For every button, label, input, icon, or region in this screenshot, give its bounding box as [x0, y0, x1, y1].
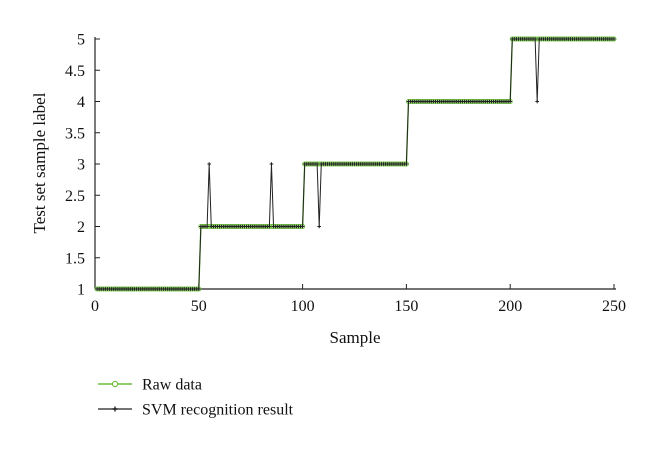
legend-raw-swatch-marker	[111, 380, 119, 388]
y-tick-label: 1.5	[65, 250, 85, 267]
y-tick-label: 2.5	[65, 188, 85, 205]
svm-result-point	[207, 162, 211, 166]
y-tick-label: 1	[77, 282, 85, 299]
svm-result-point	[315, 162, 319, 166]
svm-result-point	[269, 162, 274, 166]
svm-result-point	[205, 224, 209, 229]
x-tick-label: 200	[498, 298, 522, 315]
x-tick-label: 50	[191, 298, 207, 315]
legend-svm-label: SVM recognition result	[142, 402, 294, 419]
svm-result-point	[300, 224, 305, 229]
y-tick-label: 3.5	[65, 125, 85, 142]
legend-svm-swatch-marker	[112, 406, 118, 412]
y-tick-label: 4.5	[65, 63, 85, 80]
svm-result-point	[317, 224, 322, 229]
y-tick-label: 4	[77, 94, 85, 111]
y-tick-label: 2	[77, 219, 85, 236]
svm-result-point	[612, 37, 616, 41]
series-group	[94, 36, 617, 292]
x-axis-label: Sample	[330, 328, 381, 347]
y-tick-label: 5	[77, 32, 85, 49]
svm-result-point	[404, 162, 409, 166]
svm-result-point	[508, 99, 512, 104]
x-tick-label: 250	[602, 298, 626, 315]
x-tick-label: 0	[91, 298, 99, 315]
y-axis-label: Test set sample label	[30, 92, 49, 233]
x-tick-label: 100	[291, 298, 315, 315]
x-tick-label: 150	[394, 298, 418, 315]
y-tick-label: 3	[77, 157, 85, 174]
legend-raw-label: Raw data	[142, 377, 202, 394]
svm-result-point	[533, 37, 537, 41]
axes: 0 50 100 150 200 250 1 1.5 2 2.5 3 3.5 4 4.5 5	[65, 32, 626, 316]
legend: Raw data SVM recognition result	[98, 377, 294, 419]
svm-result-point	[267, 224, 272, 229]
svm-result-point	[535, 99, 539, 104]
svm-result-point	[197, 287, 201, 291]
